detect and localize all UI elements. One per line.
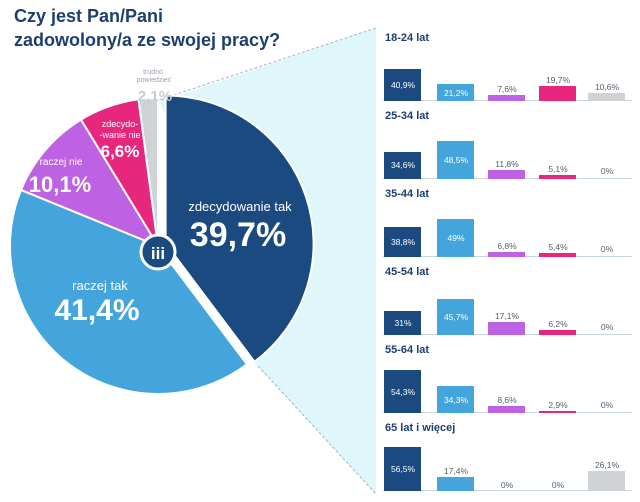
bar-value-label: 54,3% [390, 386, 416, 397]
age-panel-1: 25-34 lat 34,6% 48,5% 11,8% 5,1% 0% [376, 108, 638, 185]
pie-label-trudno-powiedziec-line-2: powiedzieć [137, 77, 172, 84]
bar-value-label: 0% [600, 166, 614, 176]
pie-value-raczej-tak: 41,4% [54, 294, 139, 327]
bar-value-label: 0% [600, 400, 614, 410]
bar-value-label: 34,6% [390, 160, 416, 171]
bar-value-label: 17,1% [494, 310, 520, 321]
age-panel-label: 55-64 lat [385, 344, 430, 356]
age-panel-label: 18-24 lat [385, 32, 430, 44]
chart-title-line-2: zadowolony/a ze swojej pracy? [14, 30, 281, 50]
bar-value-label: 56,5% [390, 463, 416, 474]
bar-raczej-tak [437, 84, 474, 101]
bar-value-label: 0% [600, 244, 614, 254]
pie-label-zdecydowanie-nie-line-1: zdecydo- [102, 119, 139, 129]
chart-title-line-1: Czy jest Pan/Pani [14, 6, 164, 26]
bar-value-label: 17,4% [443, 466, 469, 477]
bar-value-label: 0% [600, 322, 614, 332]
bar-zdecydowanie-nie [539, 175, 576, 179]
bar-value-label: 19,7% [545, 74, 571, 85]
bar-value-label: 40,9% [390, 79, 416, 90]
age-panel-4: 55-64 lat 54,3% 34,3% 8,6% 2,9% 0% [376, 342, 638, 419]
bar-value-label: 38,8% [390, 236, 416, 247]
bar-value-label: 34,3% [443, 394, 469, 405]
bar-zdecydowanie-tak [384, 446, 421, 491]
bar-zdecydowanie-tak [384, 310, 421, 335]
callout-line-bottom [257, 365, 377, 495]
pie-label-zdecydowanie-tak: zdecydowanie tak [188, 199, 292, 214]
bar-zdecydowanie-nie [539, 330, 576, 335]
age-panel-5: 65 lat i więcej 56,5% 17,4% 0% 0% 26,1% [376, 420, 638, 497]
bar-raczej-tak [437, 477, 474, 491]
age-panel-3: 45-54 lat 31% 45,7% 17,1% 6,2% 0% [376, 264, 638, 341]
age-panel-label: 35-44 lat [385, 188, 430, 200]
bar-value-label: 7,6% [497, 84, 517, 95]
pie-slice-raczej-nie [19, 118, 161, 249]
bar-raczej-tak [437, 299, 474, 335]
bar-raczej-nie [488, 169, 525, 179]
bar-value-label: 8,6% [497, 395, 517, 406]
bar-trudno-powiedziec [588, 92, 625, 101]
age-panel-label: 25-34 lat [385, 110, 430, 122]
bar-raczej-tak [437, 386, 474, 413]
pie-value-zdecydowanie-nie: 6,6% [101, 142, 140, 161]
chart-title: Czy jest Pan/Pani zadowolony/a ze swojej… [14, 4, 314, 52]
bar-zdecydowanie-tak [384, 151, 421, 179]
pie-slice-raczej-tak [9, 188, 249, 395]
bar-raczej-nie [488, 95, 525, 101]
bar-value-label: 26,1% [594, 459, 620, 470]
age-panel-baseline [383, 490, 632, 491]
bar-raczej-tak [437, 141, 474, 179]
bar-value-label: 5,1% [548, 164, 568, 174]
bar-value-label: 48,5% [443, 155, 469, 165]
age-panel-label: 45-54 lat [385, 266, 430, 278]
pie-slice-zdecydowanie-tak [164, 94, 315, 364]
bar-raczej-nie [488, 251, 525, 257]
bar-value-label: 11,8% [495, 158, 519, 169]
bar-raczej-tak [437, 218, 474, 257]
bar-zdecydowanie-tak [384, 370, 421, 413]
age-panel-2: 35-44 lat 38,8% 49% 6,8% 5,4% 0% [376, 186, 638, 263]
age-panel-label: 65 lat i więcej [385, 422, 456, 434]
bar-value-label: 45,7% [443, 312, 469, 323]
bar-zdecydowanie-tak [384, 68, 421, 101]
bar-value-label: 2,9% [548, 399, 568, 410]
bar-value-label: 49% [447, 232, 465, 243]
bar-value-label: 6,2% [548, 319, 568, 330]
bar-value-label: 21,2% [443, 87, 469, 98]
bar-value-label: 6,8% [497, 240, 517, 251]
bar-value-label: 5,4% [548, 241, 568, 252]
bar-zdecydowanie-nie [539, 85, 576, 101]
bar-trudno-powiedziec [588, 470, 625, 491]
bar-zdecydowanie-tak [384, 226, 421, 257]
pie-label-trudno-powiedziec-line-1: trudno [143, 69, 163, 76]
bar-raczej-nie [488, 321, 525, 335]
pie-value-trudno-powiedziec: 2,1% [138, 88, 172, 105]
bar-value-label: 31% [394, 317, 412, 328]
pie-label-zdecydowanie-nie-line-2: -wanie nie [99, 130, 140, 140]
bar-value-label: 10,6% [594, 81, 620, 92]
age-panel-0: 18-24 lat 40,9% 21,2% 7,6% 19,7% 10,6% [376, 30, 638, 107]
bar-raczej-nie [488, 406, 525, 413]
logo-text: iii [151, 244, 165, 263]
pie-value-raczej-nie: 10,1% [29, 172, 91, 197]
bar-value-label: 0% [500, 480, 514, 490]
pie-label-raczej-nie: raczej nie [40, 157, 83, 168]
pie-value-zdecydowanie-tak: 39,7% [190, 216, 286, 254]
pie-label-raczej-tak: raczej tak [72, 278, 128, 293]
bar-zdecydowanie-nie [539, 252, 576, 257]
logo-badge [139, 233, 177, 271]
pie-slice-trudno-powiedziec [137, 96, 159, 247]
bar-zdecydowanie-nie [539, 410, 576, 413]
bar-value-label: 0% [551, 480, 565, 490]
